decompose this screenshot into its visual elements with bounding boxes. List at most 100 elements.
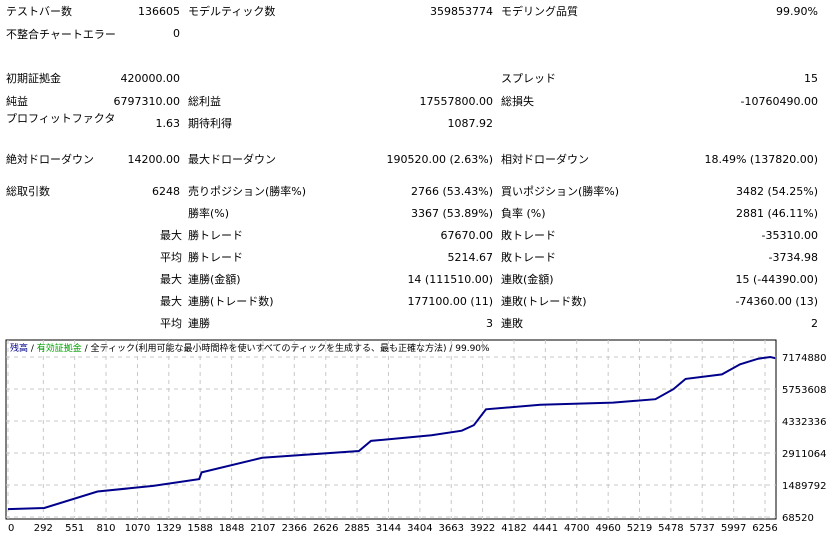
stat-label: プロフィットファクタ xyxy=(6,112,116,125)
stat-label: 初期証拠金 xyxy=(6,72,61,85)
legend-description: / 全ティック(利用可能な最小時間枠を使いすべてのティックを生成する、最も正確な… xyxy=(82,342,490,354)
stat-label: 連敗(トレード数) xyxy=(501,295,587,308)
stat-value: 1087.92 xyxy=(447,117,494,130)
legend-equity: 有効証拠金 xyxy=(37,342,82,354)
stat-value: 6248 xyxy=(152,185,180,198)
stat-label: 連勝(金額) xyxy=(188,273,241,286)
y-tick-label: 2911064 xyxy=(782,449,826,460)
x-tick-label: 2885 xyxy=(344,523,369,534)
stat-value: 2 xyxy=(811,317,818,330)
stat-label: 総取引数 xyxy=(6,185,50,198)
x-tick-label: 1848 xyxy=(219,523,244,534)
y-tick-label: 68520 xyxy=(782,513,814,524)
stat-label: 総利益 xyxy=(188,95,221,108)
stat-label: 負率 (%) xyxy=(501,207,546,220)
stat-label: 敗トレード xyxy=(501,251,556,264)
legend-balance: 残高 xyxy=(10,342,28,354)
y-tick-label: 4332336 xyxy=(782,417,826,428)
x-tick-label: 3144 xyxy=(376,523,401,534)
chart-legend: 残高 / 有効証拠金 / 全ティック(利用可能な最小時間枠を使いすべてのティック… xyxy=(10,342,490,354)
stat-label: スプレッド xyxy=(501,72,556,85)
stat-label: 連勝 xyxy=(188,317,210,330)
balance-chart: 0 292 551 810 1070 1329 1588 1848 2107 2366 2626 28… xyxy=(5,339,826,534)
stat-value: 3 xyxy=(486,317,493,330)
stat-label: テストバー数 xyxy=(6,5,72,18)
stat-label: 不整合チャートエラー xyxy=(6,28,116,41)
stat-value: -3734.98 xyxy=(768,251,818,264)
stat-label: 純益 xyxy=(6,95,28,108)
stat-label: 相対ドローダウン xyxy=(501,153,589,166)
stat-value: -74360.00 (13) xyxy=(735,295,818,308)
stat-label: 売りポジション(勝率%) xyxy=(188,185,307,198)
stat-value: 190520.00 (2.63%) xyxy=(386,153,493,166)
x-tick-label: 4441 xyxy=(533,523,558,534)
stat-label: 連敗(金額) xyxy=(501,273,554,286)
stat-prefix: 最大 xyxy=(160,229,182,242)
stat-label: 期待利得 xyxy=(188,117,232,130)
stat-value: 99.90% xyxy=(776,5,818,18)
stat-value: 177100.00 (11) xyxy=(407,295,493,308)
stat-value: 1.63 xyxy=(155,117,181,130)
stat-value: 67670.00 xyxy=(440,229,494,242)
stat-value: 5214.67 xyxy=(447,251,494,264)
stat-value: -10760490.00 xyxy=(740,95,818,108)
stat-label: 勝トレード xyxy=(188,251,243,264)
x-tick-label: 5737 xyxy=(689,523,714,534)
stat-label: 総損失 xyxy=(501,95,534,108)
y-tick-label: 1489792 xyxy=(782,481,826,492)
x-tick-label: 1588 xyxy=(187,523,212,534)
stat-value: 2881 (46.11%) xyxy=(735,207,818,220)
x-tick-label: 5478 xyxy=(658,523,683,534)
stat-label: 勝トレード xyxy=(188,229,243,242)
x-tick-label: 4700 xyxy=(564,523,589,534)
y-tick-label: 5753608 xyxy=(782,385,826,396)
stat-value: 15 (-44390.00) xyxy=(735,273,818,286)
x-tick-label: 1329 xyxy=(156,523,181,534)
x-tick-label: 3404 xyxy=(407,523,432,534)
stat-label: 最大ドローダウン xyxy=(188,153,276,166)
plot-frame xyxy=(5,339,777,520)
legend-sep: / xyxy=(28,344,37,354)
stat-value: 6797310.00 xyxy=(113,95,180,108)
stat-label: モデルティック数 xyxy=(188,5,276,18)
stat-prefix: 平均 xyxy=(160,317,182,330)
stat-label: 敗トレード xyxy=(501,229,556,242)
stat-value: 3482 (54.25%) xyxy=(735,185,818,198)
stat-label: 勝率(%) xyxy=(188,207,230,220)
stat-value: 14200.00 xyxy=(127,153,181,166)
stat-value: 359853774 xyxy=(430,5,493,18)
stat-value: 18.49% (137820.00) xyxy=(704,153,818,166)
x-tick-label: 3922 xyxy=(470,523,495,534)
x-tick-label: 2366 xyxy=(282,523,307,534)
balance-line xyxy=(7,355,776,511)
x-tick-label: 4960 xyxy=(595,523,620,534)
stat-prefix: 最大 xyxy=(160,295,182,308)
stat-value: 3367 (53.89%) xyxy=(410,207,493,220)
stat-value: 17557800.00 xyxy=(419,95,493,108)
x-tick-label: 5219 xyxy=(627,523,652,534)
x-tick-label: 2107 xyxy=(250,523,275,534)
stat-value: 420000.00 xyxy=(120,72,181,85)
x-tick-label: 551 xyxy=(65,523,84,534)
stat-value: 136605 xyxy=(138,5,180,18)
x-tick-label: 6256 xyxy=(752,523,777,534)
x-tick-label: 810 xyxy=(96,523,115,534)
stat-value: 14 (111510.00) xyxy=(407,273,493,286)
stat-label: 買いポジション(勝率%) xyxy=(501,185,620,198)
x-tick-label: 1070 xyxy=(125,523,150,534)
stat-value: 15 xyxy=(804,72,818,85)
y-tick-label: 7174880 xyxy=(782,353,826,364)
stat-label: 連敗 xyxy=(501,317,523,330)
stat-prefix: 最大 xyxy=(160,273,182,286)
x-tick-label: 5997 xyxy=(721,523,746,534)
x-tick-label: 4182 xyxy=(501,523,526,534)
x-tick-label: 0 xyxy=(8,523,14,534)
stat-label: モデリング品質 xyxy=(501,5,578,18)
stat-value: 0 xyxy=(173,27,180,40)
x-tick-label: 292 xyxy=(34,523,53,534)
stat-value: -35310.00 xyxy=(761,229,818,242)
stat-label: 絶対ドローダウン xyxy=(6,153,94,166)
stat-prefix: 平均 xyxy=(160,251,182,264)
x-tick-label: 2626 xyxy=(313,523,338,534)
stat-label: 連勝(トレード数) xyxy=(188,295,274,308)
